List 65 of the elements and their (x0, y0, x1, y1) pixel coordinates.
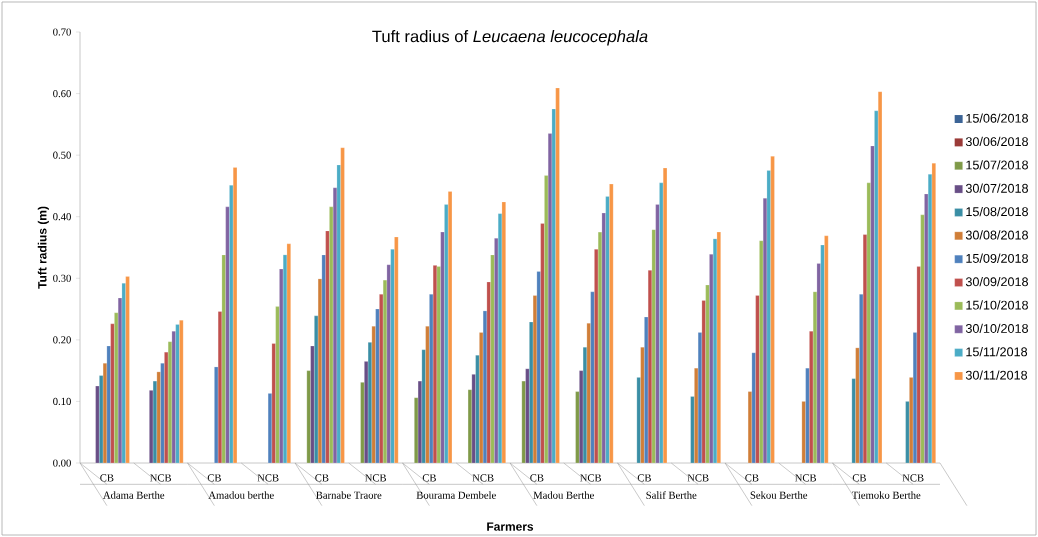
bar (609, 183, 614, 464)
legend-label: 15/06/2018 (966, 113, 1029, 123)
text: Tiemoko Berthe (851, 491, 921, 499)
bar (233, 167, 238, 464)
bar (878, 91, 883, 464)
y-tick-label: 0.40 (53, 213, 71, 221)
bar (716, 232, 721, 464)
y-tick-label: 0.00 (53, 459, 71, 467)
bar (555, 87, 560, 464)
x-tick-label: CB (100, 474, 114, 482)
x-tick-label: CB (530, 474, 544, 482)
legend-label: 15/08/2018 (966, 206, 1029, 217)
text: Barnabe Traore (316, 491, 382, 499)
x-tick-label: CB (637, 474, 651, 482)
x-axis-title: Farmers (487, 522, 534, 531)
legend-label: 30/07/2018 (965, 183, 1029, 193)
y-tick-label: 0.60 (53, 89, 71, 98)
x-tick-label: NCB (687, 474, 709, 482)
x-tick-label: CB (852, 474, 866, 482)
bar (770, 156, 775, 464)
text: Amadou berthe (208, 491, 274, 499)
bar (448, 191, 453, 464)
bar (179, 320, 184, 464)
x-tick-label: NCB (795, 474, 817, 482)
bar (340, 147, 345, 464)
y-tick-label: 0.10 (53, 397, 71, 406)
bar (125, 276, 130, 464)
legend-label: 15/07/2018 (966, 160, 1029, 170)
y-tick-label: 0.30 (53, 274, 71, 282)
legend-label: 30/09/2018 (965, 276, 1029, 287)
chart-title: Tuft radius of Leucaena leucocephala (372, 30, 648, 46)
x-tick-label: CB (745, 474, 759, 482)
y-tick-label: 0.50 (53, 151, 71, 159)
x-tick-label: CB (207, 474, 221, 482)
text: Bourama Dembele (416, 491, 496, 499)
text: Sekou Berthe (750, 491, 808, 499)
text: Salif Berthe (646, 491, 697, 499)
text: Adama Berthe (103, 491, 165, 499)
y-axis-title: Tuft radius (m) (37, 206, 49, 289)
legend-label: 30/11/2018 (965, 370, 1028, 380)
bar (433, 265, 437, 464)
x-tick-label: NCB (365, 474, 387, 482)
bar (663, 167, 668, 464)
bar (286, 243, 291, 464)
legend-label: 15/11/2018 (966, 347, 1028, 357)
legend-label: 30/10/2018 (965, 323, 1029, 333)
bar (394, 236, 399, 464)
x-tick-label: CB (315, 474, 329, 482)
legend-label: 15/10/2018 (966, 300, 1029, 310)
bar (175, 324, 180, 464)
legend-label: 15/09/2018 (966, 253, 1029, 263)
y-tick-label: 0.20 (53, 336, 71, 344)
x-tick-label: NCB (150, 474, 172, 482)
x-tick-label: NCB (902, 474, 924, 482)
y-tick-label: 0.70 (53, 28, 71, 36)
legend-label: 30/08/2018 (965, 230, 1029, 240)
legend-label: 30/06/2018 (965, 136, 1029, 147)
bar (501, 201, 506, 464)
bar (931, 163, 936, 464)
x-tick-label: NCB (472, 474, 494, 482)
x-tick-label: CB (422, 474, 436, 482)
bar (824, 235, 829, 464)
x-tick-label: NCB (257, 474, 279, 482)
x-tick-label: NCB (580, 474, 602, 482)
text: Madou Berthe (533, 491, 594, 499)
